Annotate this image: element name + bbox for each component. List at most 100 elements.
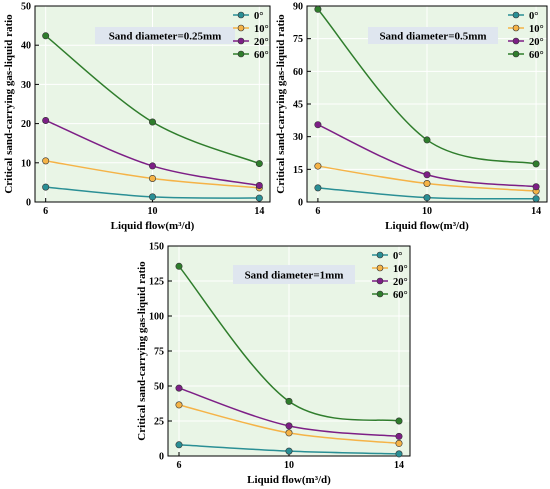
data-point <box>175 401 183 409</box>
legend-marker <box>512 24 520 32</box>
data-point <box>395 432 403 440</box>
y-tick-label: 90 <box>293 2 303 13</box>
legend-marker <box>376 290 384 298</box>
y-tick-label: 30 <box>293 132 303 143</box>
x-tick-label: 14 <box>254 206 264 217</box>
data-point <box>314 121 322 129</box>
y-tick-label: 50 <box>21 2 31 13</box>
y-tick-label: 50 <box>154 382 164 393</box>
series-4 <box>42 32 263 168</box>
y-tick-label: 40 <box>21 41 31 52</box>
data-point <box>423 136 431 144</box>
y-axis-label: Critical sand-carrying gas-liquid ratio <box>275 14 287 194</box>
legend-label: 20° <box>254 37 269 48</box>
series-4 <box>314 5 540 168</box>
x-tick-label: 10 <box>284 460 294 471</box>
series-3 <box>175 384 403 440</box>
y-tick-label: 25 <box>154 417 164 428</box>
legend-label: 20° <box>393 277 408 288</box>
y-tick-label: 100 <box>149 312 164 323</box>
x-axis-label: Liquid flow(m³/d) <box>385 220 469 232</box>
chart-panel-3: 0 25 50 75 100 125 150 6 10 14 Liquid flow(m³/d) Cr… <box>136 242 411 486</box>
x-tick-label: 6 <box>43 206 48 217</box>
data-point <box>285 422 293 430</box>
series-2 <box>175 401 403 447</box>
legend-marker <box>512 11 520 19</box>
annotation-text: Sand diameter=0.5mm <box>379 31 486 43</box>
data-point <box>42 32 50 40</box>
data-point <box>423 194 431 202</box>
y-tick-label: 45 <box>293 100 303 111</box>
data-point <box>149 162 157 170</box>
x-tick-label: 6 <box>177 460 182 471</box>
data-point <box>314 184 322 192</box>
data-point <box>42 157 50 165</box>
series-1 <box>175 441 403 458</box>
y-tick-label: 20 <box>21 119 31 130</box>
y-tick-label: 60 <box>293 67 303 78</box>
data-point <box>255 182 263 190</box>
y-tick-label: 10 <box>21 158 31 169</box>
legend-label: 10° <box>254 24 269 35</box>
y-axis-label: Critical sand-carrying gas-liquid ratio <box>136 261 148 441</box>
legend: 0° 10° 20° 60° <box>508 11 544 61</box>
data-point <box>149 118 157 126</box>
x-tick-label: 10 <box>148 206 158 217</box>
legend-marker <box>237 11 245 19</box>
y-tick-label: 125 <box>149 277 164 288</box>
legend: 0° 10° 20° 60° <box>372 251 408 301</box>
annotation-text: Sand diameter=0.25mm <box>109 31 222 43</box>
annotation-text: Sand diameter=1mm <box>245 270 344 282</box>
y-tick-label: 0 <box>26 198 31 209</box>
legend-marker <box>512 50 520 58</box>
series-3 <box>42 116 263 190</box>
data-point <box>285 429 293 437</box>
legend-label: 60° <box>254 50 269 61</box>
annotation-box <box>233 265 355 284</box>
data-point <box>423 179 431 187</box>
legend-marker <box>237 37 245 45</box>
data-point <box>42 116 50 124</box>
series-line <box>178 265 400 422</box>
annotation: Sand diameter=0.5mm <box>368 27 498 44</box>
annotation-box <box>368 27 498 44</box>
y-axis-label: Critical sand-carrying gas-liquid ratio <box>3 14 15 194</box>
x-tick-label: 10 <box>422 206 432 217</box>
data-point <box>532 195 540 203</box>
data-point <box>532 183 540 191</box>
y-tick-label: 30 <box>21 80 31 91</box>
series-line <box>317 8 537 165</box>
y-tick-label: 75 <box>293 34 303 45</box>
data-point <box>285 397 293 405</box>
legend-label: 20° <box>529 37 544 48</box>
legend-marker <box>376 277 384 285</box>
data-point <box>285 447 293 455</box>
chart-panel-1: 0 10 20 30 40 50 6 10 14 Liquid flow(m³/d) Critica… <box>3 2 271 232</box>
legend-label: 0° <box>529 11 538 22</box>
data-point <box>175 384 183 392</box>
legend-marker <box>376 264 384 272</box>
annotation-box <box>95 27 235 44</box>
x-tick-label: 14 <box>394 460 404 471</box>
legend-label: 0° <box>254 11 263 22</box>
data-point <box>255 194 263 202</box>
data-point <box>314 5 322 13</box>
y-tick-label: 75 <box>154 347 164 358</box>
data-point <box>395 439 403 447</box>
data-point <box>395 450 403 458</box>
series-4 <box>175 262 403 425</box>
x-tick-label: 14 <box>531 206 541 217</box>
data-point <box>149 174 157 182</box>
legend-marker <box>512 37 520 45</box>
data-point <box>255 160 263 168</box>
annotation: Sand diameter=1mm <box>233 265 355 284</box>
series-1 <box>42 183 263 202</box>
x-axis-label: Liquid flow(m³/d) <box>247 474 331 486</box>
series-3 <box>314 121 540 191</box>
data-point <box>314 162 322 170</box>
x-tick-label: 6 <box>315 206 320 217</box>
legend: 0° 10° 20° 60° <box>233 11 269 61</box>
data-point <box>42 183 50 191</box>
data-point <box>423 171 431 179</box>
